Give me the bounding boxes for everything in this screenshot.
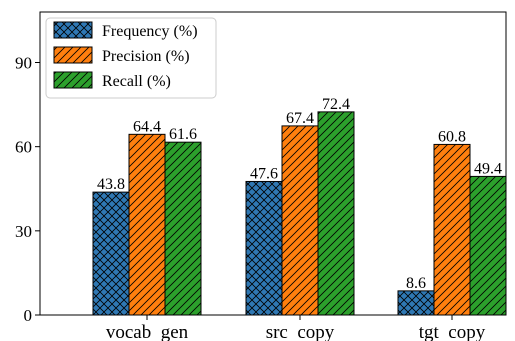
bar-hatch <box>92 191 130 316</box>
y-tick-label: 0 <box>24 306 33 325</box>
legend-swatch-hatch <box>53 46 93 64</box>
y-tick-label: 90 <box>15 54 32 73</box>
bar <box>433 143 471 316</box>
bar-hatch <box>469 175 507 316</box>
legend-swatch-hatch <box>53 71 93 89</box>
y-tick-label: 60 <box>15 138 32 157</box>
bar-hatch <box>317 111 355 316</box>
legend-label: Frequency (%) <box>102 23 198 40</box>
bar-hatch <box>128 133 166 316</box>
bars-group <box>92 111 507 316</box>
bar-value-label: 61.6 <box>169 126 197 143</box>
legend-label: Recall (%) <box>102 73 171 90</box>
bar-value-label: 8.6 <box>406 275 426 292</box>
bar-value-label: 49.4 <box>474 160 502 177</box>
legend-item: Recall (%) <box>53 71 171 90</box>
x-tick-label: vocab gen <box>106 322 189 341</box>
x-tick-label: tgt copy <box>419 322 486 341</box>
bar <box>128 133 166 316</box>
bar <box>317 111 355 316</box>
bar <box>281 125 319 316</box>
bar-value-label: 60.8 <box>438 128 466 145</box>
bar <box>92 191 130 316</box>
legend-swatch-hatch <box>53 21 93 39</box>
bar-hatch <box>281 125 319 316</box>
bar-hatch <box>164 141 202 316</box>
x-axis: vocab gen src copy tgt copy <box>106 315 486 341</box>
y-axis: 0 30 60 90 <box>15 54 40 325</box>
legend-item: Frequency (%) <box>53 21 198 40</box>
legend: Frequency (%) Precision (%) Recall (%) <box>45 17 217 99</box>
legend-item: Precision (%) <box>53 46 190 65</box>
bar-hatch <box>245 180 283 316</box>
value-labels-group: 43.8 64.4 61.6 47.6 67.4 72.4 8.6 60.8 49.4 <box>97 96 502 292</box>
x-tick-label: src copy <box>266 322 335 341</box>
bar <box>245 180 283 316</box>
bar-value-label: 64.4 <box>133 118 161 135</box>
bar-value-label: 67.4 <box>286 110 314 127</box>
bar <box>164 141 202 316</box>
y-tick-label: 30 <box>15 222 32 241</box>
bar <box>469 175 507 316</box>
bar-value-label: 47.6 <box>250 165 278 182</box>
bar-hatch <box>433 143 471 316</box>
bar-value-label: 43.8 <box>97 176 125 193</box>
bar-hatch <box>397 290 435 316</box>
bar-value-label: 72.4 <box>322 96 350 113</box>
legend-label: Precision (%) <box>102 48 190 65</box>
bar <box>397 290 435 316</box>
